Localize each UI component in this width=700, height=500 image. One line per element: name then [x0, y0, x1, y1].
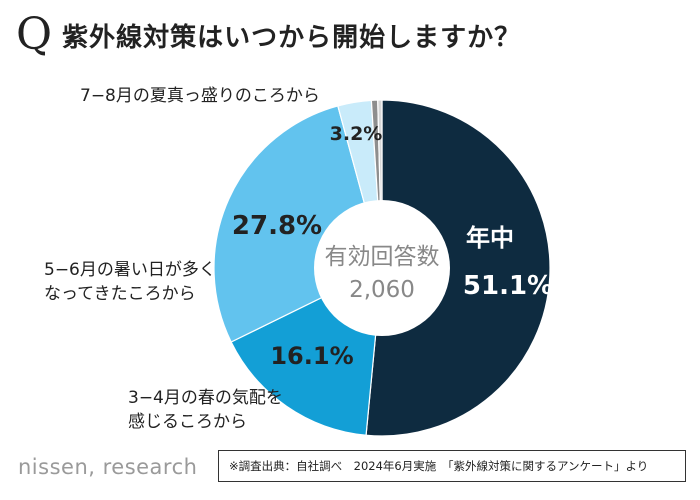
- question-header: Q 紫外線対策はいつから開始しますか？: [16, 10, 521, 60]
- category-label-earlysummer: 5−6月の暑い日が多く なってきたころから: [44, 258, 216, 306]
- center-value: 2,060: [349, 277, 415, 303]
- slice-yearround: [365, 99, 551, 437]
- q-mark: Q: [16, 9, 53, 60]
- category-label-spring-line1: 3−4月の春の気配を: [128, 388, 283, 408]
- source-note: ※調査出典：自社調べ 2024年6月実施 「紫外線対策に関するアンケート」より: [218, 450, 686, 482]
- pct-label-spring: 16.1%: [270, 342, 353, 370]
- category-label-spring: 3−4月の春の気配を 感じるころから: [128, 386, 283, 434]
- nissen-research-logo: nissen, research: [18, 455, 198, 479]
- category-label-spring-line2: 感じるころから: [128, 412, 247, 432]
- category-label-midsummer: 7−8月の夏真っ盛りのころから: [80, 86, 320, 106]
- question-title: 紫外線対策はいつから開始しますか？: [62, 22, 522, 53]
- pct-label-midsummer: 3.2%: [330, 123, 383, 145]
- center-label: 有効回答数: [325, 244, 440, 270]
- donut-hole: [314, 200, 450, 336]
- category-label-yearround: 年中: [466, 224, 514, 252]
- category-label-earlysummer-line1: 5−6月の暑い日が多く: [44, 260, 216, 280]
- source-text: ※調査出典：自社調べ 2024年6月実施 「紫外線対策に関するアンケート」より: [229, 459, 649, 473]
- pct-label-yearround: 51.1%: [463, 271, 553, 301]
- pct-label-earlysummer: 27.8%: [232, 211, 322, 241]
- category-label-earlysummer-line2: なってきたころから: [44, 284, 196, 304]
